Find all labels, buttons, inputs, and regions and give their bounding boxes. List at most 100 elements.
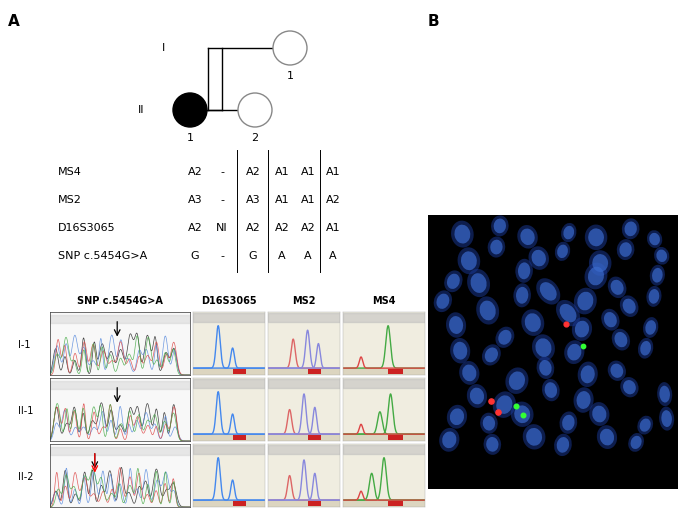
Ellipse shape xyxy=(584,263,608,290)
Ellipse shape xyxy=(620,295,638,317)
Text: 1: 1 xyxy=(286,71,293,81)
Text: G: G xyxy=(249,251,258,261)
Text: A: A xyxy=(329,251,337,261)
Bar xyxy=(268,434,340,441)
Text: A2: A2 xyxy=(301,223,315,233)
Point xyxy=(577,342,588,350)
Point xyxy=(560,320,571,328)
Ellipse shape xyxy=(628,433,644,452)
Ellipse shape xyxy=(560,412,577,434)
Text: II-1: II-1 xyxy=(18,406,34,416)
Ellipse shape xyxy=(451,221,474,248)
Ellipse shape xyxy=(621,377,638,398)
Ellipse shape xyxy=(650,265,665,286)
Ellipse shape xyxy=(485,347,498,362)
Text: I-1: I-1 xyxy=(18,340,31,350)
Ellipse shape xyxy=(462,364,476,381)
Ellipse shape xyxy=(439,428,460,452)
Ellipse shape xyxy=(471,273,486,293)
Ellipse shape xyxy=(610,280,623,295)
Ellipse shape xyxy=(638,338,653,359)
Text: A1: A1 xyxy=(301,167,315,177)
Ellipse shape xyxy=(649,289,659,303)
Ellipse shape xyxy=(654,247,669,265)
Ellipse shape xyxy=(597,425,617,449)
Ellipse shape xyxy=(631,436,642,449)
Bar xyxy=(268,379,340,388)
Ellipse shape xyxy=(660,386,670,403)
Ellipse shape xyxy=(536,357,554,379)
Bar xyxy=(233,435,245,440)
Circle shape xyxy=(238,93,272,127)
Text: 1: 1 xyxy=(186,133,193,143)
Ellipse shape xyxy=(622,218,640,239)
Ellipse shape xyxy=(555,242,570,261)
Point xyxy=(518,410,529,419)
Text: A: A xyxy=(304,251,312,261)
Ellipse shape xyxy=(536,338,551,357)
Circle shape xyxy=(273,31,307,65)
Text: -: - xyxy=(220,195,224,205)
Ellipse shape xyxy=(616,239,634,260)
Ellipse shape xyxy=(561,223,577,242)
Text: A2: A2 xyxy=(325,195,340,205)
Ellipse shape xyxy=(506,368,528,394)
Ellipse shape xyxy=(536,278,560,305)
Ellipse shape xyxy=(447,405,467,429)
Ellipse shape xyxy=(589,402,610,426)
Ellipse shape xyxy=(513,283,531,307)
Ellipse shape xyxy=(554,434,572,456)
Ellipse shape xyxy=(643,317,658,338)
Text: SNP c.5454G>A: SNP c.5454G>A xyxy=(77,296,163,306)
Ellipse shape xyxy=(526,428,542,446)
Bar xyxy=(308,435,321,440)
Bar xyxy=(193,445,265,454)
Text: D16S3065: D16S3065 xyxy=(58,223,116,233)
Ellipse shape xyxy=(572,317,592,341)
Bar xyxy=(343,445,425,454)
Text: A1: A1 xyxy=(325,167,340,177)
Ellipse shape xyxy=(467,269,490,297)
Ellipse shape xyxy=(657,382,672,406)
Ellipse shape xyxy=(577,292,593,310)
Text: A2: A2 xyxy=(188,167,202,177)
Ellipse shape xyxy=(649,233,660,246)
Bar xyxy=(233,501,245,507)
Bar xyxy=(343,368,425,375)
Ellipse shape xyxy=(450,338,470,363)
Ellipse shape xyxy=(514,405,530,423)
Ellipse shape xyxy=(539,360,551,376)
Ellipse shape xyxy=(480,413,498,434)
Text: A2: A2 xyxy=(275,223,289,233)
Bar xyxy=(193,313,265,322)
Text: II: II xyxy=(138,105,145,115)
Text: MS4: MS4 xyxy=(58,167,82,177)
Ellipse shape xyxy=(562,415,575,431)
Ellipse shape xyxy=(488,237,506,257)
Ellipse shape xyxy=(623,380,636,394)
Ellipse shape xyxy=(623,299,636,314)
Text: A2: A2 xyxy=(246,223,260,233)
Text: B: B xyxy=(428,14,440,29)
Text: MS2: MS2 xyxy=(58,195,82,205)
Bar xyxy=(268,313,340,322)
Ellipse shape xyxy=(486,437,499,452)
Ellipse shape xyxy=(495,327,514,348)
Ellipse shape xyxy=(517,225,538,249)
Ellipse shape xyxy=(470,388,484,404)
Ellipse shape xyxy=(588,267,604,285)
Bar xyxy=(268,368,340,375)
Text: A1: A1 xyxy=(275,167,289,177)
Ellipse shape xyxy=(516,287,528,303)
Bar xyxy=(50,447,190,455)
Ellipse shape xyxy=(484,434,501,455)
Ellipse shape xyxy=(461,251,477,270)
Text: -: - xyxy=(220,251,224,261)
Text: MS2: MS2 xyxy=(292,296,316,306)
Bar xyxy=(388,501,403,507)
Ellipse shape xyxy=(511,402,534,427)
Ellipse shape xyxy=(560,304,577,322)
Bar xyxy=(268,500,340,507)
Ellipse shape xyxy=(467,384,487,408)
Point xyxy=(485,397,496,405)
